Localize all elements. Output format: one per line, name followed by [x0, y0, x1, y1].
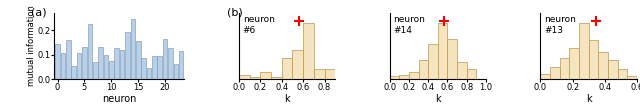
Bar [163, 39, 168, 79]
Bar [136, 41, 141, 79]
Bar [131, 19, 135, 79]
Bar [77, 53, 81, 79]
Bar [447, 39, 457, 79]
Bar [271, 77, 282, 79]
Bar [104, 55, 108, 79]
Bar [55, 44, 60, 79]
Bar [550, 67, 560, 79]
X-axis label: k: k [586, 94, 591, 104]
Bar [115, 48, 119, 79]
Bar [66, 40, 70, 79]
Text: neuron
#13: neuron #13 [545, 15, 576, 35]
Bar [152, 56, 157, 79]
Bar [399, 75, 409, 79]
Bar [250, 77, 260, 79]
Bar [598, 52, 608, 79]
X-axis label: k: k [284, 94, 290, 104]
Bar [540, 74, 550, 79]
Bar [72, 66, 76, 79]
Bar [467, 69, 476, 79]
Y-axis label: mutual information: mutual information [27, 6, 36, 86]
Bar [109, 61, 114, 79]
Bar [173, 64, 178, 79]
Text: (b): (b) [227, 7, 243, 18]
Bar [390, 76, 399, 79]
Bar [314, 69, 324, 79]
X-axis label: k: k [435, 94, 441, 104]
Bar [61, 53, 65, 79]
Text: (a): (a) [31, 7, 47, 18]
Bar [260, 72, 271, 79]
Bar [627, 76, 637, 79]
Bar [125, 33, 130, 79]
Bar [88, 24, 92, 79]
Bar [147, 68, 151, 79]
Bar [93, 62, 97, 79]
Bar [282, 58, 292, 79]
Bar [428, 44, 438, 79]
Bar [618, 69, 627, 79]
Bar [179, 51, 184, 79]
Bar [99, 47, 103, 79]
Bar [457, 62, 467, 79]
Text: neuron
#14: neuron #14 [394, 15, 426, 35]
Bar [303, 23, 314, 79]
Bar [579, 23, 589, 79]
Bar [409, 72, 419, 79]
Bar [82, 47, 87, 79]
Bar [608, 59, 618, 79]
Bar [589, 40, 598, 79]
Bar [419, 59, 428, 79]
Bar [239, 75, 250, 79]
Bar [560, 58, 570, 79]
Bar [141, 58, 146, 79]
Bar [157, 56, 162, 79]
Bar [292, 50, 303, 79]
Bar [168, 48, 173, 79]
Bar [438, 23, 447, 79]
Bar [570, 48, 579, 79]
Bar [120, 50, 124, 79]
Text: neuron
#6: neuron #6 [243, 15, 275, 35]
X-axis label: neuron: neuron [102, 94, 136, 104]
Bar [324, 69, 335, 79]
